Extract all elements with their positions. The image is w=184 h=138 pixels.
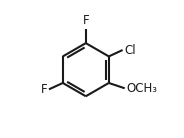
Text: F: F [82,14,89,27]
Text: OCH₃: OCH₃ [126,82,157,95]
Text: F: F [41,83,47,96]
Text: Cl: Cl [124,43,136,57]
